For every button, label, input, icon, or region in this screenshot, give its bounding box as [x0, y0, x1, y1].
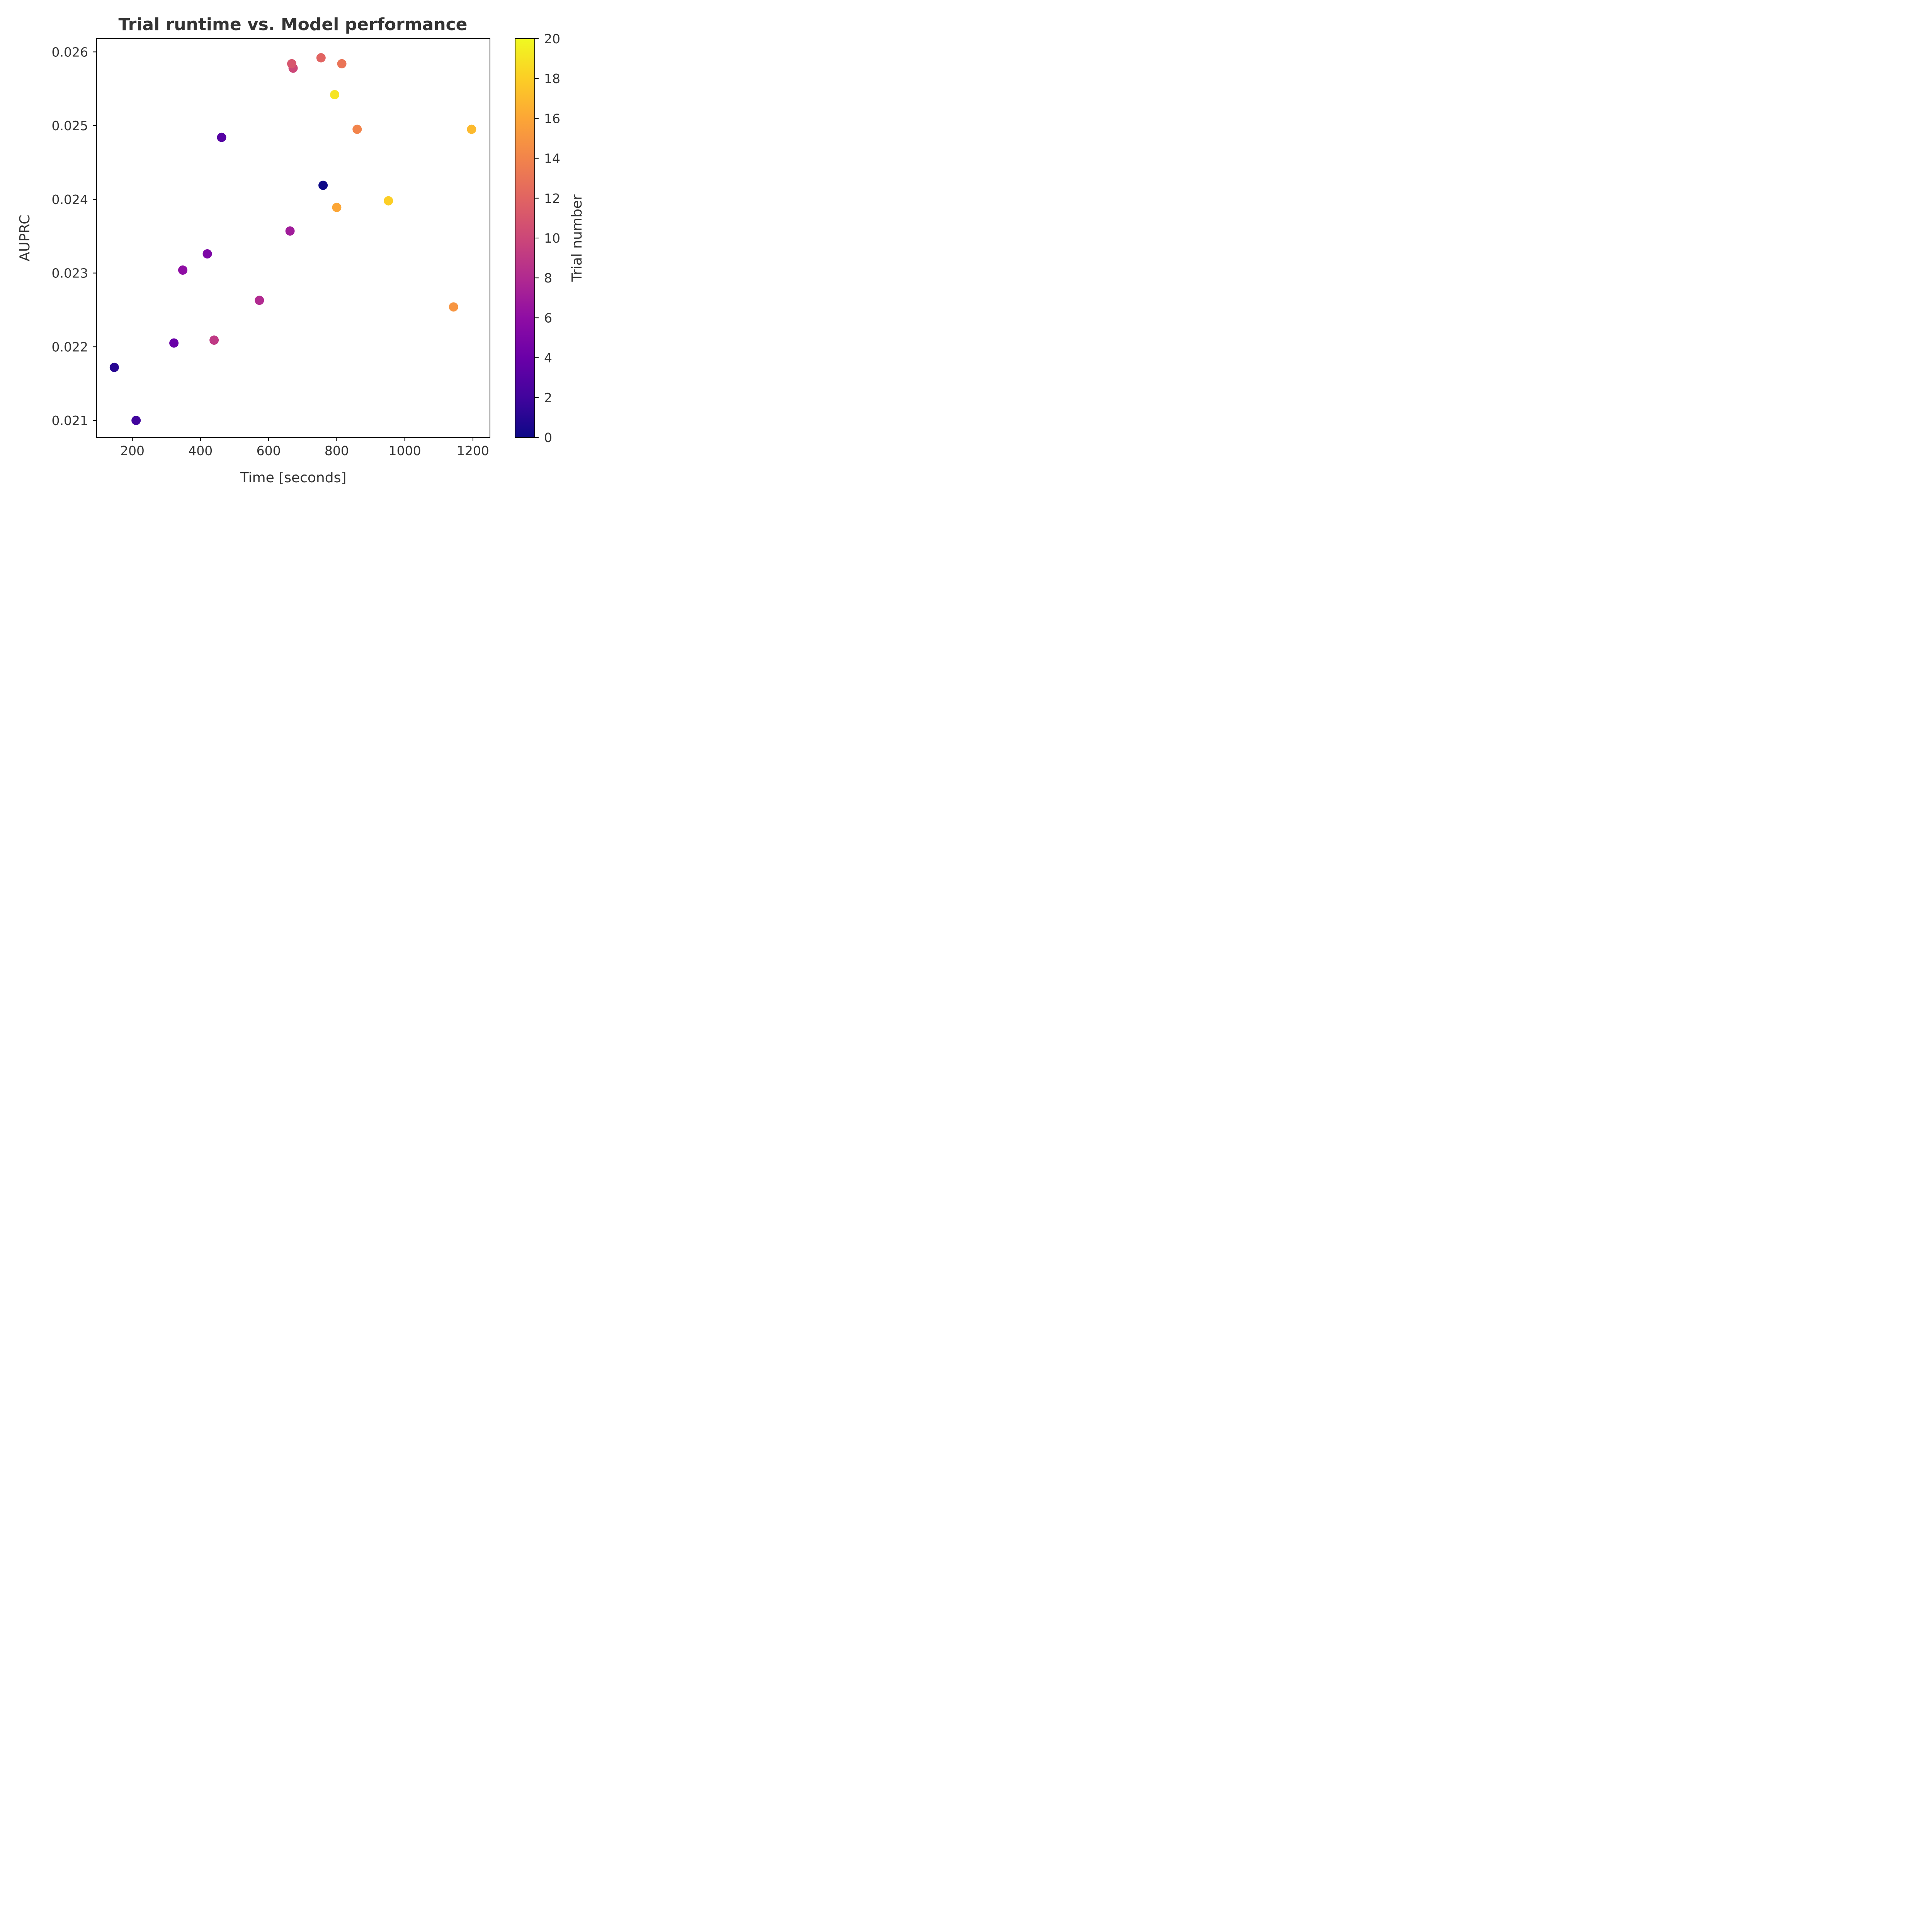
- colorbar-tick-label: 16: [544, 111, 560, 126]
- scatter-point: [384, 196, 393, 206]
- scatter-point: [449, 302, 458, 312]
- y-tick-label: 0.025: [52, 118, 88, 133]
- x-axis-label: Time [seconds]: [240, 470, 347, 486]
- x-tick-label: 1200: [457, 443, 489, 458]
- colorbar-tick-label: 8: [544, 270, 552, 286]
- chart-title: Trial runtime vs. Model performance: [118, 15, 467, 34]
- colorbar-tick-label: 12: [544, 191, 560, 206]
- scatter-point: [352, 124, 362, 134]
- x-tick-label: 400: [188, 443, 213, 458]
- scatter-point: [217, 133, 226, 142]
- scatter-point: [169, 338, 179, 348]
- colorbar-tick-label: 6: [544, 310, 552, 325]
- colorbar-ticks: 0 2 4 6 8 10 12 14 16 18 20: [535, 31, 560, 445]
- y-tick-label: 0.023: [52, 266, 88, 281]
- scatter-point: [209, 335, 219, 345]
- colorbar-label: Trial number: [569, 194, 585, 282]
- colorbar: [515, 38, 535, 438]
- y-tick-label: 0.022: [52, 339, 88, 354]
- colorbar-tick-label: 0: [544, 430, 552, 445]
- y-tick-label: 0.026: [52, 44, 88, 60]
- colorbar-tick-label: 18: [544, 71, 560, 86]
- chart: Trial runtime vs. Model performance 200 4…: [17, 15, 585, 486]
- scatter-point: [255, 296, 264, 305]
- scatter-point: [202, 249, 212, 259]
- x-axis-ticks: 200 400 600 800 1000 1200: [120, 437, 489, 458]
- scatter-point: [287, 59, 296, 68]
- x-tick-label: 800: [325, 443, 349, 458]
- x-tick-label: 600: [257, 443, 281, 458]
- y-tick-label: 0.024: [52, 192, 88, 207]
- colorbar-tick-label: 2: [544, 390, 552, 405]
- scatter-point: [330, 90, 340, 99]
- plot-frame: [96, 38, 490, 438]
- scatter-point: [337, 59, 347, 68]
- y-axis-label: AUPRC: [17, 214, 33, 261]
- scatter-point: [285, 226, 295, 236]
- colorbar-tick-label: 10: [544, 231, 560, 246]
- scatter-point: [467, 124, 476, 134]
- x-tick-label: 1000: [389, 443, 421, 458]
- scatter-point: [109, 362, 119, 372]
- y-axis-ticks: 0.021 0.022 0.023 0.024 0.025 0.026: [52, 44, 97, 428]
- x-tick-label: 200: [120, 443, 145, 458]
- y-tick-label: 0.021: [52, 413, 88, 428]
- scatter-point: [318, 180, 328, 190]
- scatter-point: [316, 53, 326, 63]
- colorbar-tick-label: 20: [544, 31, 560, 46]
- scatter-point: [131, 416, 141, 425]
- scatter-point: [332, 202, 342, 212]
- points-layer: [109, 53, 476, 425]
- colorbar-tick-label: 4: [544, 350, 552, 366]
- colorbar-tick-label: 14: [544, 151, 560, 166]
- scatter-point: [178, 265, 187, 275]
